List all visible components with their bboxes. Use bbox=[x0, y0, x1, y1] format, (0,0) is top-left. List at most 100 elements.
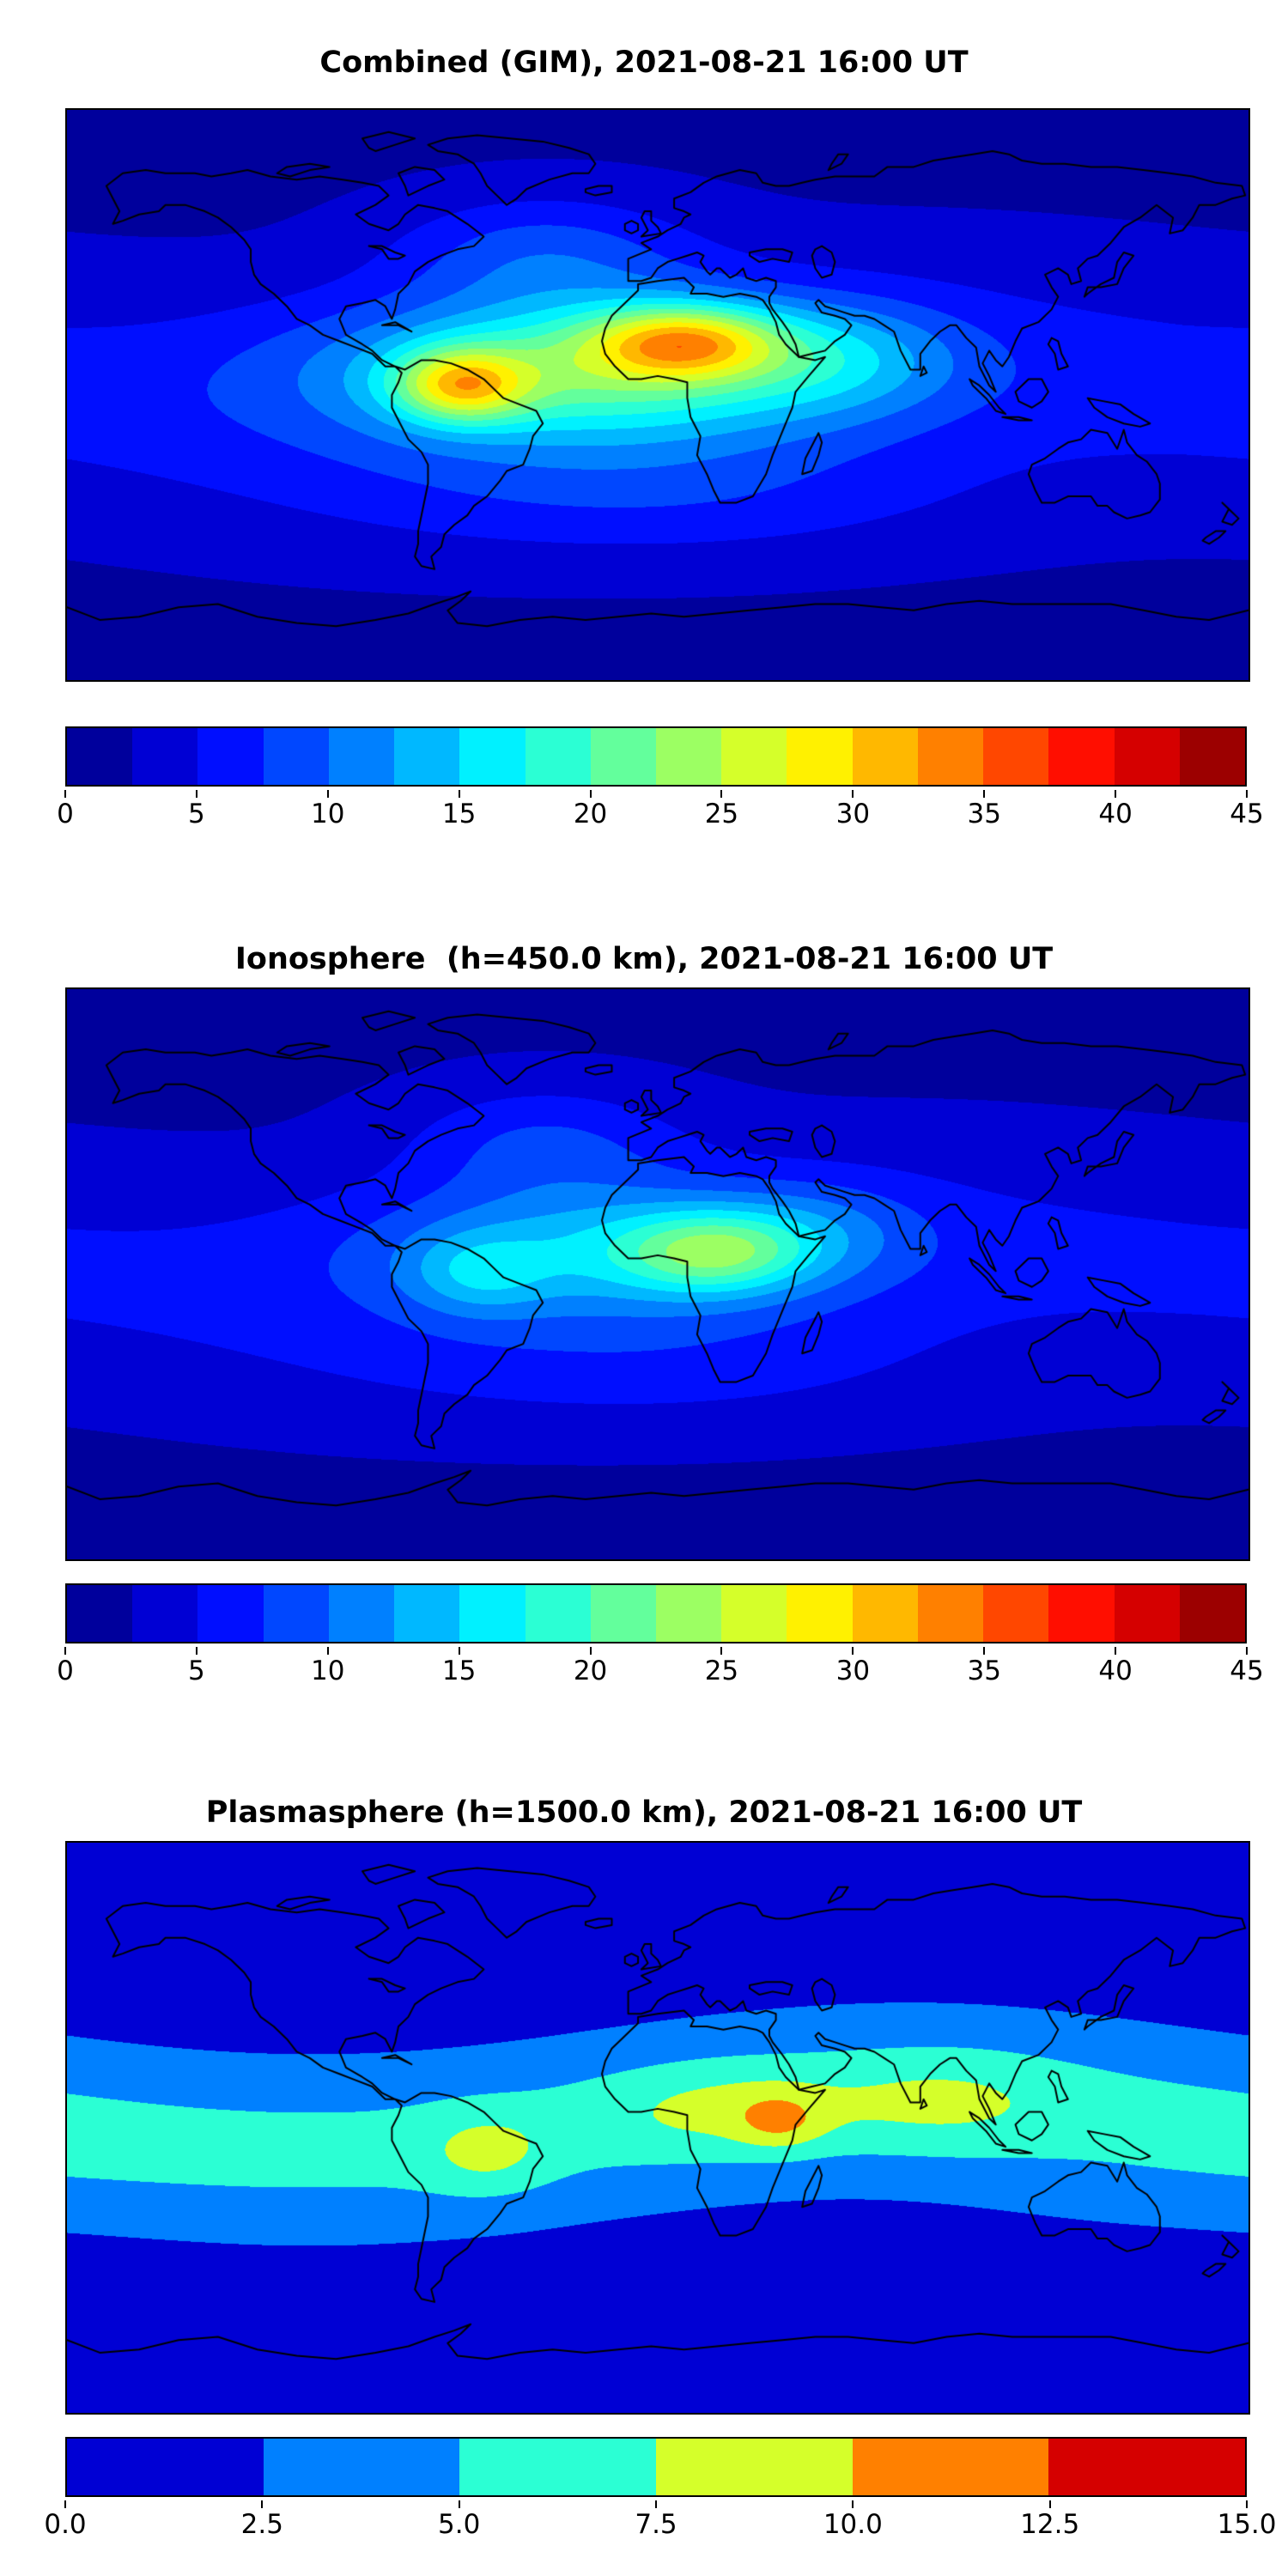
colorbar bbox=[64, 2437, 1248, 2508]
colorbar-tick bbox=[1048, 2500, 1051, 2508]
colorbar-segment bbox=[263, 728, 329, 785]
colorbar-tick bbox=[852, 2500, 854, 2508]
colorbar-tick-label: 45 bbox=[1230, 799, 1264, 829]
colorbar-segment bbox=[459, 728, 526, 785]
colorbar bbox=[64, 726, 1248, 798]
map-canvas bbox=[67, 1843, 1249, 2413]
map-combined bbox=[65, 108, 1250, 682]
colorbar-segment bbox=[459, 1585, 526, 1642]
colorbar-tick-label: 40 bbox=[1098, 1656, 1133, 1686]
colorbar-tick-label: 30 bbox=[835, 1656, 871, 1686]
panel-title: Combined (GIM), 2021-08-21 16:00 UT bbox=[319, 46, 969, 81]
colorbar-tick bbox=[195, 1647, 197, 1655]
colorbar-segment bbox=[132, 1585, 198, 1642]
colorbar-tick bbox=[1246, 2500, 1248, 2508]
colorbar-tick bbox=[852, 1647, 854, 1655]
colorbar-tick-label: 35 bbox=[967, 1656, 1001, 1686]
panel-title: Ionosphere (h=450.0 km), 2021-08-21 16:0… bbox=[234, 942, 1054, 977]
colorbar-segment bbox=[1114, 728, 1180, 785]
colorbar-segment bbox=[67, 1585, 133, 1642]
colorbar-segment bbox=[459, 2439, 657, 2495]
colorbar-segment bbox=[983, 1585, 1049, 1642]
colorbar-tick bbox=[720, 790, 723, 798]
colorbar-segment bbox=[590, 1585, 656, 1642]
colorbar-segment bbox=[656, 2439, 853, 2495]
colorbar-tick-label: 0 bbox=[57, 1656, 74, 1686]
colorbar-labels: 0 5 10 15 20 25 30 35 40 45 bbox=[57, 799, 1264, 833]
colorbar-tick-label: 2.5 bbox=[240, 2509, 283, 2540]
colorbar-tick bbox=[589, 1647, 592, 1655]
colorbar bbox=[64, 1583, 1248, 1655]
colorbar-tick-label: 15 bbox=[441, 799, 477, 829]
colorbar-segment bbox=[394, 728, 460, 785]
colorbar-tick bbox=[458, 790, 460, 798]
colorbar-segment bbox=[67, 728, 133, 785]
colorbar-tick-label: 25 bbox=[704, 799, 739, 829]
colorbar-segment bbox=[1048, 2439, 1246, 2495]
colorbar-segment bbox=[67, 2439, 264, 2495]
colorbar-segment bbox=[852, 728, 918, 785]
colorbar-tick bbox=[983, 1647, 986, 1655]
colorbar-tick-label: 35 bbox=[967, 799, 1001, 829]
colorbar-segment bbox=[852, 2439, 1049, 2495]
colorbar-bar bbox=[65, 2437, 1247, 2497]
colorbar-segment bbox=[328, 728, 395, 785]
colorbar-tick bbox=[983, 790, 986, 798]
colorbar-segment bbox=[197, 1585, 264, 1642]
colorbar-segment bbox=[263, 2439, 460, 2495]
colorbar-tick-label: 5.0 bbox=[438, 2509, 481, 2540]
colorbar-tick-label: 25 bbox=[704, 1656, 739, 1686]
colorbar-segment bbox=[721, 728, 787, 785]
colorbar-tick bbox=[1246, 790, 1248, 798]
colorbar-tick bbox=[655, 2500, 657, 2508]
colorbar-segment bbox=[525, 728, 591, 785]
colorbar-tick bbox=[458, 2500, 460, 2508]
colorbar-segment bbox=[721, 1585, 787, 1642]
colorbar-tick-label: 40 bbox=[1098, 799, 1133, 829]
colorbar-segment bbox=[655, 1585, 722, 1642]
colorbar-bar bbox=[65, 1583, 1247, 1643]
colorbar-segment bbox=[525, 1585, 591, 1642]
colorbar-segment bbox=[263, 1585, 329, 1642]
colorbar-segment bbox=[132, 728, 198, 785]
colorbar-segment bbox=[394, 1585, 460, 1642]
colorbar-tick-label: 30 bbox=[835, 799, 871, 829]
colorbar-tick bbox=[326, 790, 329, 798]
colorbar-tick bbox=[720, 1647, 723, 1655]
colorbar-tick bbox=[1246, 1647, 1248, 1655]
colorbar-tick bbox=[852, 790, 854, 798]
colorbar-tick bbox=[64, 790, 66, 798]
colorbar-segment bbox=[1179, 728, 1245, 785]
colorbar-tick-label: 12.5 bbox=[1020, 2509, 1080, 2540]
colorbar-tick-label: 10 bbox=[311, 1656, 345, 1686]
colorbar-segment bbox=[983, 728, 1049, 785]
colorbar-segment bbox=[1179, 1585, 1245, 1642]
map-plasmasphere bbox=[65, 1841, 1250, 2415]
colorbar-segment bbox=[1048, 728, 1115, 785]
colorbar-tick bbox=[64, 1647, 66, 1655]
colorbar-segment bbox=[328, 1585, 395, 1642]
colorbar-tick bbox=[1115, 1647, 1117, 1655]
colorbar-segment bbox=[1114, 1585, 1180, 1642]
colorbar-segment bbox=[917, 728, 984, 785]
colorbar-segment bbox=[917, 1585, 984, 1642]
colorbar-tick-label: 45 bbox=[1230, 1656, 1264, 1686]
colorbar-segment bbox=[787, 1585, 853, 1642]
colorbar-labels: 0 5 10 15 20 25 30 35 40 45 bbox=[57, 1656, 1264, 1690]
panel-title: Plasmasphere (h=1500.0 km), 2021-08-21 1… bbox=[205, 1795, 1083, 1831]
map-ionosphere bbox=[65, 987, 1250, 1561]
colorbar-tick-label: 5 bbox=[188, 1656, 205, 1686]
colorbar-tick-label: 10.0 bbox=[823, 2509, 883, 2540]
map-canvas bbox=[67, 110, 1249, 680]
colorbar-bar bbox=[65, 726, 1247, 787]
colorbar-tick-label: 0 bbox=[57, 799, 74, 829]
colorbar-tick-label: 5 bbox=[188, 799, 205, 829]
colorbar-tick bbox=[1115, 790, 1117, 798]
colorbar-tick-label: 15.0 bbox=[1217, 2509, 1277, 2540]
colorbar-tick bbox=[458, 1647, 460, 1655]
colorbar-tick-label: 0.0 bbox=[44, 2509, 87, 2540]
colorbar-segment bbox=[787, 728, 853, 785]
colorbar-segment bbox=[590, 728, 656, 785]
colorbar-segment bbox=[655, 728, 722, 785]
